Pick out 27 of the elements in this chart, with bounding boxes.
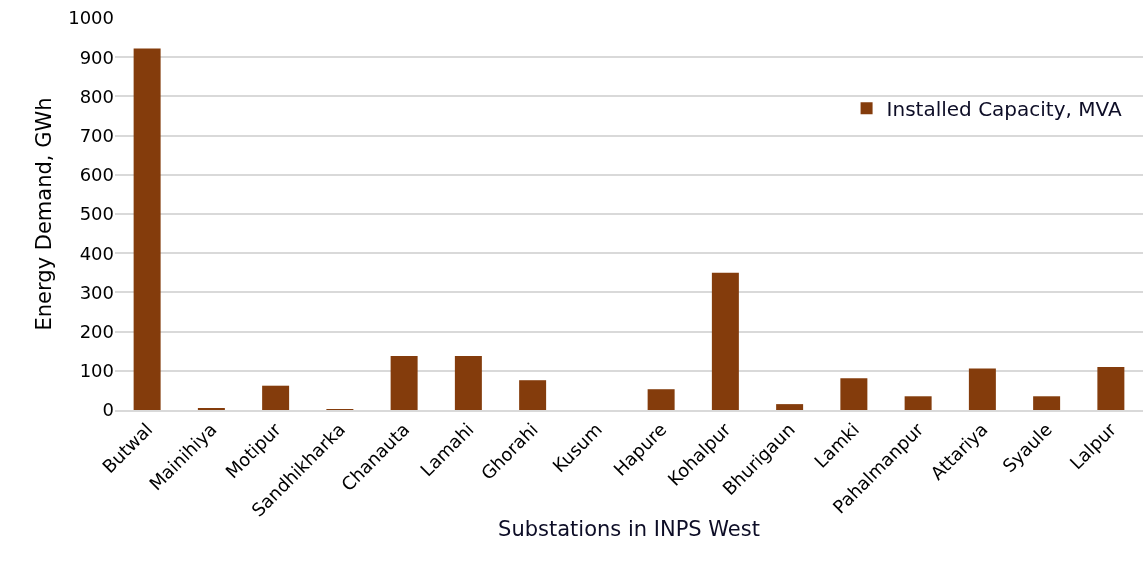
y-tick-label: 0 bbox=[102, 399, 114, 421]
x-axis-title: Substations in INPS West bbox=[498, 517, 760, 542]
bar bbox=[519, 380, 547, 410]
y-tick-label: 400 bbox=[79, 242, 114, 264]
bar bbox=[711, 272, 739, 410]
bar bbox=[647, 389, 675, 410]
y-tick-label: 900 bbox=[79, 46, 114, 68]
bar bbox=[968, 368, 996, 410]
bar bbox=[840, 378, 868, 410]
y-tick-label: 200 bbox=[79, 320, 114, 342]
bar bbox=[390, 355, 418, 410]
y-tick-label: 600 bbox=[79, 164, 114, 186]
y-tick-label: 100 bbox=[79, 360, 114, 382]
y-tick-label: 700 bbox=[79, 124, 114, 146]
bar bbox=[454, 355, 482, 410]
bar bbox=[904, 396, 932, 410]
bar bbox=[1033, 396, 1061, 410]
bar bbox=[1097, 366, 1125, 410]
y-tick-label: 500 bbox=[79, 203, 114, 225]
y-axis-title: Energy Demand, GWh bbox=[32, 97, 57, 331]
legend-label: Installed Capacity, MVA bbox=[886, 96, 1122, 121]
y-tick-label: 300 bbox=[79, 281, 114, 303]
y-tick-label: 800 bbox=[79, 85, 114, 107]
y-tick-label: 1000 bbox=[68, 7, 114, 29]
bar bbox=[133, 48, 161, 410]
bar bbox=[776, 404, 804, 410]
bar bbox=[262, 385, 290, 410]
